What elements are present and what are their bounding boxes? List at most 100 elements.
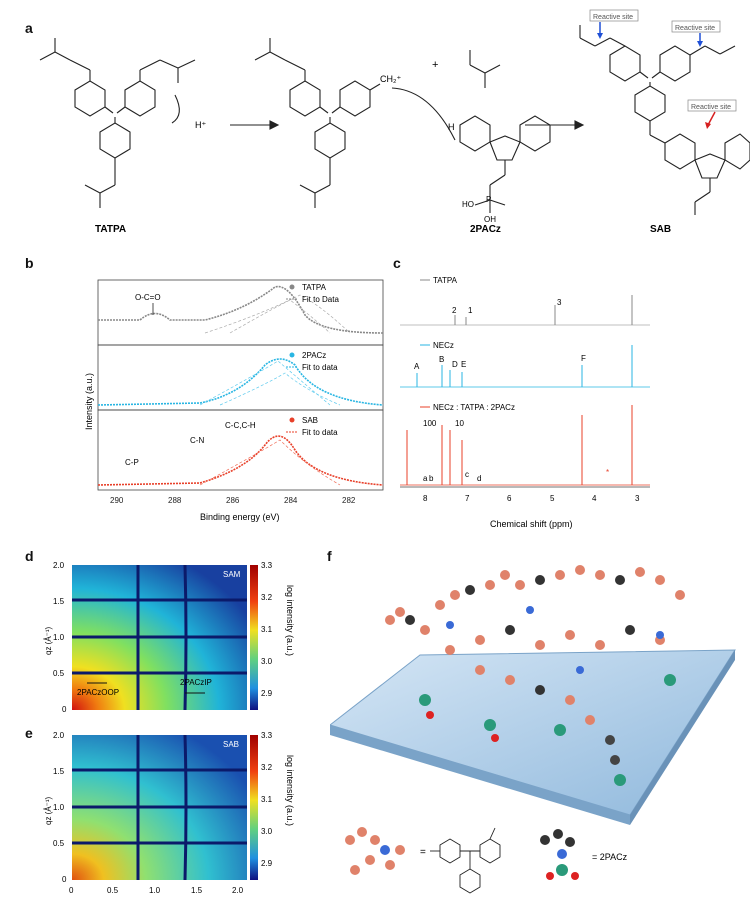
svg-text:Fit to data: Fit to data: [302, 363, 338, 372]
svg-text:2.9: 2.9: [261, 689, 273, 698]
ch2-plus-label: CH₂⁺: [380, 74, 401, 84]
panel-b-xps: Intensity (a.u.) Binding energy (eV) 290…: [84, 279, 384, 522]
svg-text:NECz : TATPA : 2PACz: NECz : TATPA : 2PACz: [433, 403, 515, 412]
legend-eq1: =: [420, 847, 426, 858]
d-tag: SAM: [223, 570, 241, 579]
panel-d-giwaxs: SAM 2PACzOOP 2PACzIP qz (Å⁻¹) 2.0 1.5 1.…: [44, 561, 295, 714]
xtick-290: 290: [110, 496, 124, 505]
e-colorbar-label: log intensity (a.u.): [285, 755, 295, 826]
panel-letter-a: a: [25, 20, 33, 36]
sab-xps-curve: [97, 435, 384, 486]
h-atom-label: H: [448, 122, 455, 132]
svg-text:2.0: 2.0: [232, 886, 244, 895]
xps-xlabel: Binding energy (eV): [200, 512, 280, 522]
svg-text:d: d: [477, 474, 481, 483]
svg-text:1.5: 1.5: [191, 886, 203, 895]
svg-text:0: 0: [62, 875, 67, 884]
svg-text:3.0: 3.0: [261, 827, 273, 836]
svg-text:0.5: 0.5: [107, 886, 119, 895]
tatpa-structure: [39, 38, 196, 208]
nmr-xlabel: Chemical shift (ppm): [490, 519, 573, 529]
svg-text:2.0: 2.0: [53, 731, 65, 740]
nmr-xticks: 8 7 6 5 4 3: [423, 494, 640, 503]
xtick-282: 282: [342, 496, 356, 505]
annotation-cn: C-N: [190, 436, 204, 445]
annotation-cp: C-P: [125, 458, 139, 467]
legend-eq2: = 2PACz: [592, 852, 628, 862]
e-ylabel: qz (Å⁻¹): [44, 796, 53, 825]
pacz-structure: [459, 115, 551, 213]
necz-nmr-spectrum: NECz A B D E F: [400, 341, 650, 388]
panel-c-nmr: Chemical shift (ppm) 8 7 6 5 4 3 TATPA 2…: [400, 276, 650, 529]
svg-text:3.2: 3.2: [261, 763, 273, 772]
panel-e-giwaxs: SAB qz (Å⁻¹) 2.0 1.5 1.0 0.5 0 0 0.5 1.0…: [44, 731, 295, 895]
svg-text:0: 0: [69, 886, 74, 895]
panel-letter-e: e: [25, 725, 33, 741]
ho-label: HO: [462, 200, 474, 209]
svg-text:3.3: 3.3: [261, 731, 273, 740]
svg-text:b: b: [429, 474, 434, 483]
intermediate-structure: [254, 38, 381, 208]
svg-text:3.3: 3.3: [261, 561, 273, 570]
sab-label: SAB: [650, 224, 671, 235]
svg-text:0.5: 0.5: [53, 839, 65, 848]
d-colorbar-label: log intensity (a.u.): [285, 585, 295, 656]
panel-a-scheme: TATPA H⁺ + CH₂⁺ H 2PACz SAB HO P OH Reac…: [39, 9, 750, 235]
reactive-site-3: Reactive site: [687, 99, 737, 112]
panel-letter-f: f: [327, 548, 332, 564]
xps-xticks: 290 288 286 284 282: [110, 496, 356, 505]
svg-text:Fit to Data: Fit to Data: [302, 295, 339, 304]
svg-text:TATPA: TATPA: [302, 283, 327, 292]
annotation-cc: C-C,C-H: [225, 421, 256, 430]
svg-text:3.2: 3.2: [261, 593, 273, 602]
xtick-288: 288: [168, 496, 182, 505]
svg-text:100: 100: [423, 419, 437, 428]
pacz-xps-curve: [97, 358, 384, 406]
svg-text:3: 3: [635, 494, 640, 503]
legend-pacz: 2PACz Fit to data: [286, 351, 338, 372]
svg-text:3.0: 3.0: [261, 657, 273, 666]
reactive-site-1: Reactive site: [589, 9, 639, 22]
svg-text:10: 10: [455, 419, 464, 428]
annotation-oco: O-C=O: [135, 293, 161, 302]
reactive-site-2: Reactive site: [671, 20, 721, 33]
reactive-arrow-icons: [597, 22, 716, 129]
svg-text:2: 2: [452, 306, 457, 315]
xps-ylabel: Intensity (a.u.): [84, 373, 94, 430]
mixture-nmr-spectrum: NECz : TATPA : 2PACz 100 10 a b c d *: [400, 403, 650, 486]
xtick-286: 286: [226, 496, 240, 505]
d-ylabel: qz (Å⁻¹): [44, 626, 53, 655]
svg-text:0.5: 0.5: [53, 669, 65, 678]
svg-text:2.9: 2.9: [261, 859, 273, 868]
svg-text:8: 8: [423, 494, 428, 503]
p-label: P: [486, 195, 491, 204]
panel-f-model: = = 2PACz: [330, 565, 736, 894]
h-plus-label: H⁺: [195, 120, 206, 130]
svg-text:a: a: [423, 474, 428, 483]
svg-text:1.0: 1.0: [149, 886, 161, 895]
e-tag: SAB: [223, 740, 239, 749]
legend-tatpa: TATPA Fit to Data: [286, 283, 339, 304]
xtick-284: 284: [284, 496, 298, 505]
svg-text:1.5: 1.5: [53, 767, 65, 776]
oh-label: OH: [484, 215, 496, 224]
svg-text:TATPA: TATPA: [433, 276, 458, 285]
tatpa-label: TATPA: [95, 224, 126, 235]
svg-text:6: 6: [507, 494, 512, 503]
legend-pacz-molecule: [540, 829, 579, 880]
panel-letter-d: d: [25, 548, 34, 564]
svg-text:2.0: 2.0: [53, 561, 65, 570]
molecules-cluster: [385, 565, 685, 786]
d-oop: 2PACzOOP: [77, 688, 119, 697]
svg-text:1.0: 1.0: [53, 803, 65, 812]
svg-text:c: c: [465, 470, 469, 479]
svg-text:B: B: [439, 355, 444, 364]
panel-letter-c: c: [393, 255, 401, 271]
svg-text:E: E: [461, 360, 466, 369]
d-ip: 2PACzIP: [180, 678, 212, 687]
svg-text:Fit to data: Fit to data: [302, 428, 338, 437]
svg-text:*: *: [606, 468, 609, 477]
legend-sab-molecule: [345, 827, 405, 875]
svg-text:0: 0: [62, 705, 67, 714]
svg-text:Reactive site: Reactive site: [593, 14, 633, 21]
